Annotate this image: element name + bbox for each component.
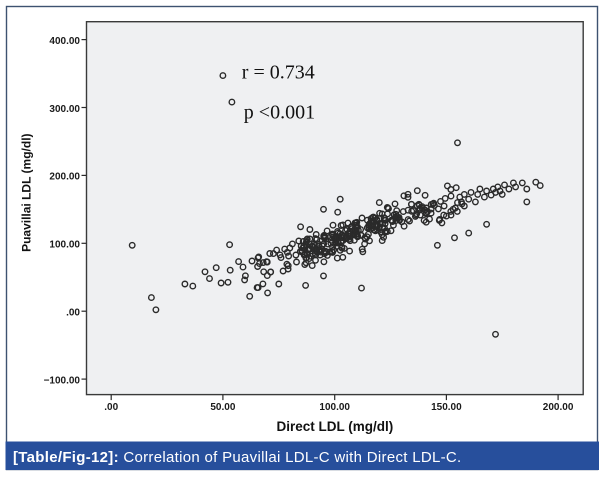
- svg-text:100.00: 100.00: [49, 240, 80, 251]
- svg-text:300.00: 300.00: [49, 104, 80, 115]
- svg-text:Direct LDL (mg/dl): Direct LDL (mg/dl): [277, 419, 394, 434]
- svg-text:200.00: 200.00: [49, 172, 80, 183]
- svg-text:400.00: 400.00: [49, 36, 80, 47]
- svg-text:r = 0.734: r = 0.734: [242, 62, 315, 84]
- svg-text:.00: .00: [104, 402, 118, 413]
- svg-text:100.00: 100.00: [319, 402, 350, 413]
- svg-text:Puavillai LDL (mg/dl): Puavillai LDL (mg/dl): [20, 133, 34, 251]
- svg-text:200.00: 200.00: [543, 402, 574, 413]
- svg-text:50.00: 50.00: [210, 402, 235, 413]
- svg-text:[Table/Fig-12]: Correlation of: [Table/Fig-12]: Correlation of Puavillai…: [13, 449, 462, 466]
- svg-text:.00: .00: [66, 308, 80, 319]
- svg-text:p <0.001: p <0.001: [244, 101, 315, 123]
- svg-text:150.00: 150.00: [431, 402, 462, 413]
- svg-text:−100.00: −100.00: [44, 375, 81, 386]
